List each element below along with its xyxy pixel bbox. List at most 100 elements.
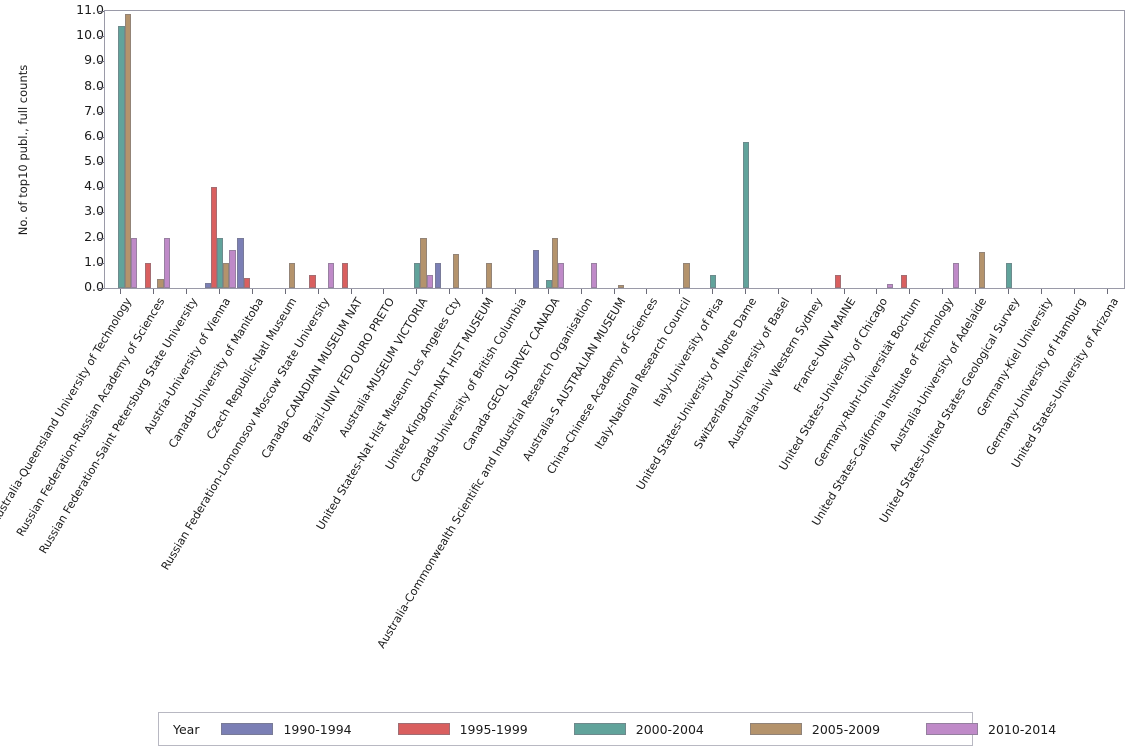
- y-tick-label: 2.0: [84, 228, 104, 244]
- x-tick-mark: [942, 289, 944, 294]
- x-tick-mark: [1007, 289, 1009, 294]
- x-tick-mark: [416, 289, 418, 294]
- bar: [130, 237, 137, 288]
- legend-label: 1995-1999: [459, 721, 528, 737]
- legend-entry[interactable]: 2010-2014: [926, 722, 1066, 737]
- x-tick-mark: [613, 289, 615, 294]
- bar: [237, 237, 244, 288]
- bar: [886, 284, 893, 288]
- legend-label: 1990-1994: [283, 721, 352, 737]
- bar: [979, 251, 986, 288]
- x-tick-mark: [646, 289, 648, 294]
- legend-swatch: [397, 723, 450, 735]
- bar: [533, 250, 540, 288]
- y-tick-label: 6.0: [84, 127, 104, 143]
- legend-entry[interactable]: 2005-2009: [749, 722, 926, 737]
- bar: [426, 275, 433, 288]
- bar: [683, 262, 690, 288]
- y-tick-mark: [97, 11, 104, 12]
- x-tick-mark: [1073, 289, 1075, 294]
- x-tick-mark: [153, 289, 155, 294]
- bar: [1005, 262, 1013, 288]
- y-tick-label: 9.0: [84, 52, 104, 68]
- legend: Year 1990-1994 1995-1999 2000-2004 2005-200…: [158, 712, 1056, 746]
- legend-label: 2000-2004: [635, 721, 704, 737]
- y-tick-label: 3.0: [84, 203, 104, 219]
- x-tick-mark: [547, 289, 549, 294]
- x-tick-mark: [1040, 289, 1042, 294]
- y-tick-mark: [97, 187, 104, 189]
- bar: [551, 237, 559, 288]
- y-tick-mark: [97, 162, 104, 164]
- x-tick-mark: [744, 289, 746, 294]
- y-tick-mark: [97, 212, 104, 214]
- bar: [342, 262, 349, 288]
- x-tick-mark: [383, 289, 385, 294]
- bar: [157, 279, 164, 288]
- bar: [216, 237, 224, 288]
- x-tick-mark: [777, 289, 779, 294]
- bar: [420, 237, 427, 288]
- y-tick-mark: [97, 36, 104, 38]
- x-tick-mark: [514, 289, 516, 294]
- legend-label: 2010-2014: [988, 721, 1057, 737]
- x-tick-mark: [219, 289, 221, 294]
- x-tick-mark: [317, 289, 319, 294]
- x-tick-mark: [186, 289, 188, 294]
- x-tick-label-text: Australia-Queensland University of Techn…: [0, 295, 135, 527]
- legend-entries: 1990-1994 1995-1999 2000-2004 2005-2009 2010…: [221, 722, 1066, 737]
- y-tick-label: 11.0: [76, 2, 104, 17]
- x-tick-mark: [284, 289, 286, 294]
- bar: [434, 262, 441, 288]
- x-tick-mark: [350, 289, 352, 294]
- y-tick-mark: [97, 136, 104, 138]
- bar: [545, 280, 552, 288]
- bar: [742, 141, 750, 288]
- y-tick-mark: [97, 86, 104, 88]
- y-tick-mark: [97, 61, 104, 63]
- bar: [590, 262, 598, 288]
- bar: [558, 262, 565, 288]
- x-tick-mark: [1106, 289, 1108, 294]
- bar: [210, 187, 217, 288]
- y-tick-label: 7.0: [84, 102, 104, 118]
- bar: [901, 275, 908, 288]
- y-tick-label: 8.0: [84, 77, 104, 93]
- legend-swatch: [749, 723, 802, 735]
- legend-entry[interactable]: 1995-1999: [397, 721, 574, 737]
- x-tick-mark: [712, 289, 714, 294]
- legend-swatch: [573, 723, 626, 735]
- x-tick-label: Australia-Queensland University of Techn…: [0, 295, 135, 527]
- bar: [617, 285, 624, 288]
- x-tick-mark: [251, 289, 253, 294]
- x-tick-mark: [876, 289, 878, 294]
- legend-entry[interactable]: 2000-2004: [573, 721, 750, 737]
- x-tick-label: Russian Federation-Russian Academy of Sc…: [14, 295, 168, 539]
- bar: [229, 250, 236, 288]
- bar: [163, 237, 170, 288]
- legend-entry[interactable]: 1990-1994: [221, 722, 397, 737]
- y-tick-label: 1.0: [84, 253, 104, 269]
- x-tick-mark: [909, 289, 911, 294]
- bar: [243, 277, 250, 288]
- bar: [204, 282, 211, 288]
- y-tick-mark: [97, 111, 104, 113]
- legend-title: Year: [173, 721, 200, 737]
- legend-swatch: [221, 723, 274, 735]
- bar: [835, 275, 842, 288]
- y-tick-label: 0.0: [84, 279, 104, 294]
- bar: [223, 262, 230, 288]
- x-tick-label-text: Russian Federation-Russian Academy of Sc…: [14, 295, 168, 539]
- bar: [453, 254, 460, 288]
- y-tick-mark: [97, 262, 104, 264]
- bar: [118, 26, 125, 288]
- x-tick-mark: [482, 289, 484, 294]
- x-tick-mark: [679, 289, 681, 294]
- y-tick-label: 5.0: [84, 153, 104, 169]
- y-tick-label: 10.0: [76, 27, 104, 43]
- bar: [414, 262, 421, 288]
- bar: [952, 262, 959, 288]
- bar: [327, 262, 335, 288]
- x-tick-mark: [120, 289, 122, 294]
- bar: [145, 262, 152, 288]
